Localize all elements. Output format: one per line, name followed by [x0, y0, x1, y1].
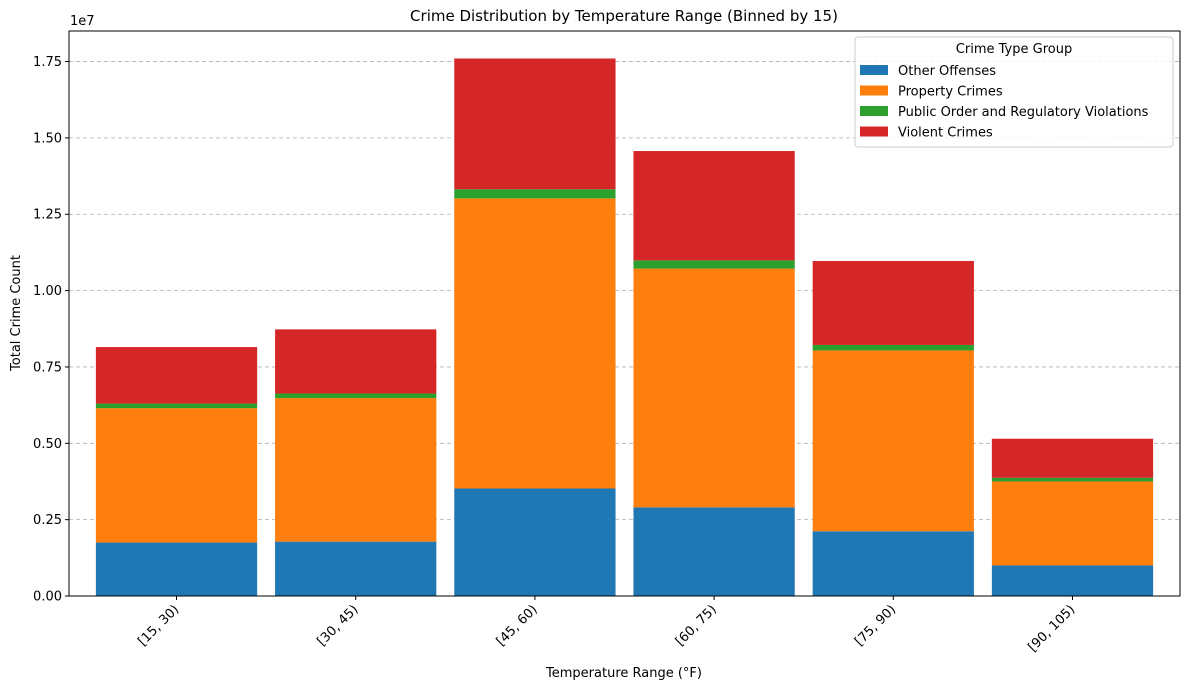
legend-entry: Property Crimes: [898, 85, 1003, 100]
y-axis: 0.00 0.25 0.50 0.75 1.00 1.25 1.50 1.75: [33, 55, 69, 605]
y-tick-label: 0.00: [33, 590, 62, 605]
bar-segment: [633, 151, 795, 261]
y-tick-label: 1.50: [33, 131, 62, 146]
y-tick-label: 1.00: [33, 284, 62, 299]
y-tick-label: 1.25: [33, 208, 62, 223]
bar-segment: [454, 189, 616, 199]
bar-segment: [95, 347, 258, 404]
chart-title: Crime Distribution by Temperature Range …: [410, 7, 838, 25]
x-tick-label: [60, 75): [673, 602, 720, 649]
legend: Crime Type Group Other Offenses Property C…: [854, 36, 1174, 148]
bars: [95, 58, 1154, 596]
y-tick-label: 0.50: [33, 437, 62, 452]
bar-segment: [454, 488, 616, 596]
y-axis-label: Total Crime Count: [9, 255, 24, 372]
x-tick-label: [15, 30): [135, 602, 182, 649]
legend-box: [854, 36, 1174, 148]
bar-segment: [95, 403, 258, 409]
x-tick-label: [90, 105): [1025, 602, 1078, 655]
plot-frame: [68, 30, 1181, 597]
bar-segment: [275, 393, 437, 399]
bar-segment: [275, 541, 437, 596]
legend-swatch: [860, 106, 888, 116]
bar-segment: [991, 481, 1154, 566]
legend-entry: Other Offenses: [898, 64, 996, 79]
legend-swatch: [860, 65, 888, 75]
y-multiplier: 1e7: [70, 14, 95, 29]
y-tick-label: 0.75: [33, 360, 62, 375]
bar-segment: [812, 350, 974, 532]
bar-segment: [275, 329, 437, 394]
x-axis-label: Temperature Range (°F): [545, 666, 702, 681]
bar-segment: [95, 542, 258, 596]
bar-segment: [991, 565, 1154, 596]
y-tick-label: 0.25: [33, 513, 62, 528]
bar-segment: [454, 198, 616, 489]
bar-segment: [95, 408, 258, 543]
legend-entry: Violent Crimes: [898, 126, 993, 141]
bar-segment: [991, 477, 1154, 482]
x-axis: [15, 30) [30, 45) [45, 60) [60, 75) [75, 90)…: [135, 596, 1078, 655]
x-tick-label: [45, 60): [494, 602, 541, 649]
bar-segment: [812, 260, 974, 345]
bar-segment: [454, 58, 616, 190]
legend-title: Crime Type Group: [956, 42, 1072, 57]
y-tick-label: 1.75: [33, 55, 62, 70]
legend-swatch: [860, 126, 888, 137]
bar-segment: [812, 344, 974, 351]
legend-entry: Public Order and Regulatory Violations: [898, 105, 1149, 120]
bar-segment: [633, 260, 795, 269]
legend-swatch: [860, 85, 888, 96]
bar-segment: [991, 438, 1154, 478]
bar-segment: [275, 398, 437, 542]
bar-segment: [633, 507, 795, 596]
bar-segment: [812, 531, 974, 596]
bar-segment: [633, 268, 795, 508]
x-tick-label: [75, 90): [852, 602, 899, 649]
x-tick-label: [30, 45): [315, 602, 362, 649]
